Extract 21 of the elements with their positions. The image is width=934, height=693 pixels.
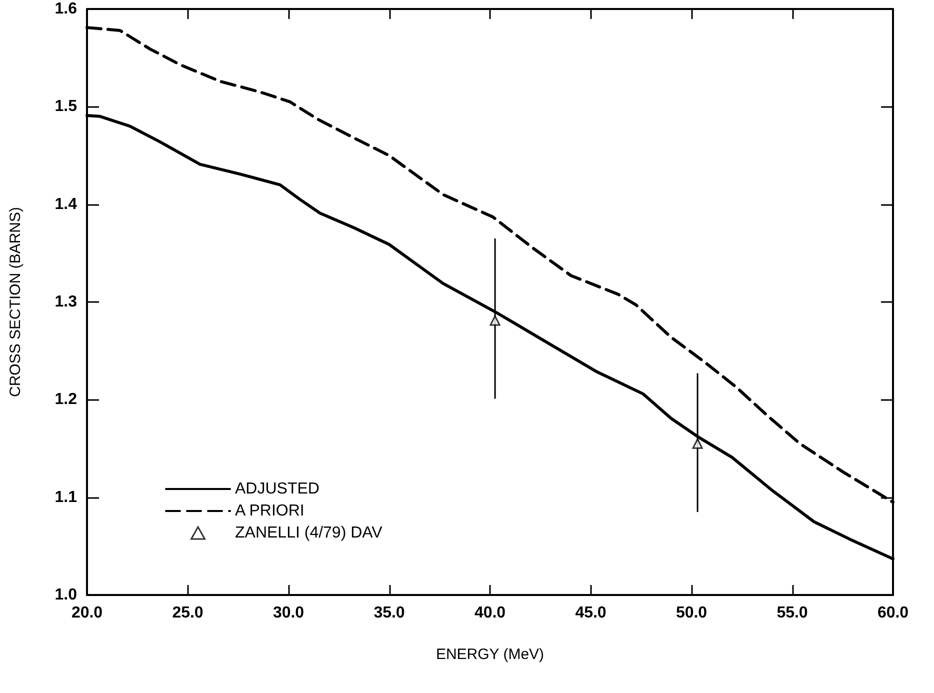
x-tick-label: 30.0 bbox=[272, 604, 304, 622]
y-tick-label: 1.5 bbox=[54, 98, 78, 116]
x-tick-label: 45.0 bbox=[575, 604, 606, 622]
y-tick-label: 1.0 bbox=[54, 586, 78, 604]
x-tick-label: 20.0 bbox=[71, 604, 103, 622]
x-axis-title: ENERGY (MeV) bbox=[436, 646, 544, 663]
y-tick-label: 1.1 bbox=[54, 488, 78, 506]
y-tick-label: 1.6 bbox=[54, 0, 78, 18]
y-axis-title: CROSS SECTION (BARNS) bbox=[7, 206, 24, 398]
x-tick-label: 50.0 bbox=[676, 604, 708, 622]
x-tick-label: 35.0 bbox=[374, 604, 405, 622]
x-tick-label: 25.0 bbox=[172, 604, 204, 622]
y-tick-label: 1.3 bbox=[54, 294, 78, 310]
x-tick-label: 55.0 bbox=[776, 604, 808, 622]
y-tick-label: 1.2 bbox=[54, 391, 78, 408]
legend-label: ZANELLI (4/79) DAV bbox=[235, 524, 383, 542]
x-tick-label: 40.0 bbox=[474, 604, 506, 622]
y-tick-label: 1.4 bbox=[54, 196, 78, 213]
legend-label: ADJUSTED bbox=[235, 480, 320, 498]
legend-label: A PRIORI bbox=[235, 502, 304, 520]
x-tick-label: 60.0 bbox=[877, 604, 909, 622]
